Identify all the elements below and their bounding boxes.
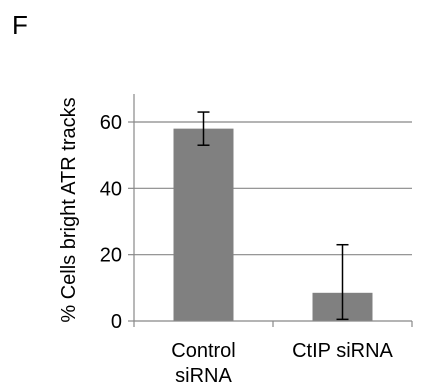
y-tick-label-40: 40 [100,178,122,200]
error-bars [197,111,349,321]
y-tick-labels: 0 20 40 60 [100,112,134,333]
x-tick-label-0-1: siRNA [175,365,232,387]
bars [173,128,373,321]
y-axis-label: % Cells bright ATR tracks [58,97,80,322]
bar-0 [173,128,234,321]
x-tick-label-1-0: CtIP siRNA [292,340,393,362]
x-tick-labels: Control siRNA CtIP siRNA [171,340,393,387]
x-tick-label-0-0: Control [171,340,235,362]
panel-label: F [12,10,28,40]
y-tick-label-20: 20 [100,245,122,267]
y-tick-label-0: 0 [111,311,122,333]
axes [133,94,413,327]
y-tick-label-60: 60 [100,112,122,134]
